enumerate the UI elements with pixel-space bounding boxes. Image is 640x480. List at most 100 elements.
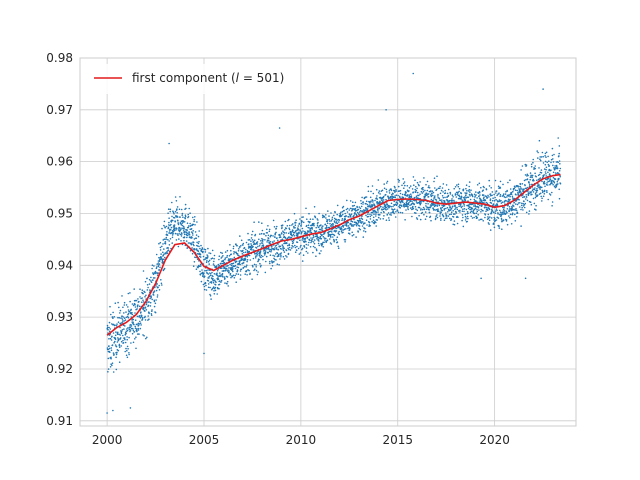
scatter-point: [318, 240, 320, 242]
scatter-point: [440, 207, 442, 210]
scatter-point: [284, 237, 287, 239]
scatter-point: [558, 172, 560, 175]
scatter-point: [107, 329, 109, 331]
scatter-point: [379, 213, 381, 216]
scatter-point: [185, 240, 188, 242]
scatter-point: [359, 207, 362, 210]
scatter-point: [194, 231, 197, 233]
scatter-point: [533, 167, 535, 169]
scatter-point: [313, 242, 316, 245]
scatter-point: [315, 230, 318, 232]
scatter-point: [255, 269, 258, 272]
scatter-point: [270, 250, 272, 253]
scatter-point: [286, 242, 288, 244]
scatter-point: [274, 253, 277, 255]
scatter-point: [399, 207, 402, 209]
scatter-point: [473, 205, 475, 207]
scatter-point: [244, 265, 246, 268]
scatter-point: [546, 191, 548, 194]
scatter-point: [264, 239, 266, 241]
scatter-point: [122, 306, 124, 309]
scatter-point: [486, 208, 489, 210]
scatter-point: [213, 279, 216, 282]
x-tick-label: 2015: [382, 433, 413, 447]
scatter-point: [130, 323, 132, 326]
scatter-point: [138, 323, 140, 325]
scatter-point: [468, 185, 471, 188]
scatter-point: [128, 353, 130, 356]
scatter-point: [204, 251, 207, 253]
scatter-point: [258, 221, 260, 223]
scatter-point: [526, 199, 529, 202]
scatter-point: [209, 286, 211, 289]
scatter-point: [216, 272, 218, 275]
scatter-point: [454, 213, 456, 215]
scatter-point: [306, 237, 309, 239]
scatter-point: [532, 161, 534, 164]
scatter-point: [148, 318, 150, 321]
scatter-point: [163, 224, 165, 227]
scatter-point: [454, 194, 457, 196]
scatter-point: [352, 201, 354, 203]
scatter-point: [257, 260, 260, 262]
scatter-point: [230, 249, 232, 252]
scatter-point: [518, 199, 520, 201]
scatter-point: [267, 234, 270, 237]
scatter-point: [532, 178, 534, 181]
scatter-point: [337, 247, 340, 249]
scatter-point: [205, 289, 208, 291]
scatter-point: [273, 255, 276, 257]
scatter-point: [445, 184, 448, 186]
scatter-point: [344, 218, 347, 221]
scatter-point: [408, 187, 411, 189]
scatter-point: [366, 224, 368, 226]
scatter-point: [129, 407, 132, 409]
scatter-point: [476, 197, 478, 199]
scatter-point: [166, 234, 169, 236]
scatter-point: [523, 196, 526, 198]
scatter-point: [158, 269, 160, 272]
scatter-point: [161, 227, 163, 230]
scatter-point: [536, 150, 538, 152]
scatter-point: [161, 245, 163, 248]
scatter-point: [124, 325, 126, 327]
scatter-point: [294, 224, 297, 226]
scatter-point: [331, 231, 333, 233]
scatter-point: [558, 145, 561, 147]
scatter-point: [404, 193, 407, 195]
scatter-point: [146, 336, 148, 339]
scatter-point: [520, 169, 522, 171]
scatter-point: [171, 232, 173, 234]
scatter-point: [304, 237, 307, 240]
scatter-point: [301, 247, 304, 250]
scatter-point: [428, 211, 431, 214]
scatter-point: [559, 182, 562, 185]
scatter-point: [250, 243, 252, 245]
scatter-point: [145, 294, 147, 297]
scatter-point: [158, 284, 160, 287]
scatter-point: [509, 216, 511, 219]
scatter-point: [542, 195, 545, 198]
scatter-point: [292, 242, 295, 244]
scatter-point: [249, 259, 252, 261]
scatter-point: [441, 201, 443, 203]
scatter-point: [135, 336, 137, 339]
y-axis-ticks: 0.910.920.930.940.950.960.970.98: [46, 51, 73, 428]
scatter-point: [120, 317, 122, 320]
scatter-point: [405, 191, 407, 194]
scatter-point: [154, 277, 156, 279]
scatter-point: [540, 169, 543, 171]
scatter-point: [146, 277, 148, 280]
scatter-point: [183, 236, 186, 238]
scatter-point: [153, 265, 155, 267]
scatter-point: [321, 245, 323, 247]
scatter-point: [553, 185, 556, 188]
x-tick-label: 2020: [479, 433, 510, 447]
scatter-point: [327, 235, 330, 238]
scatter-point: [358, 217, 361, 220]
scatter-point: [223, 261, 225, 264]
scatter-point: [246, 260, 248, 263]
scatter-point: [319, 252, 321, 255]
scatter-point: [535, 209, 537, 211]
scatter-point: [499, 213, 501, 216]
